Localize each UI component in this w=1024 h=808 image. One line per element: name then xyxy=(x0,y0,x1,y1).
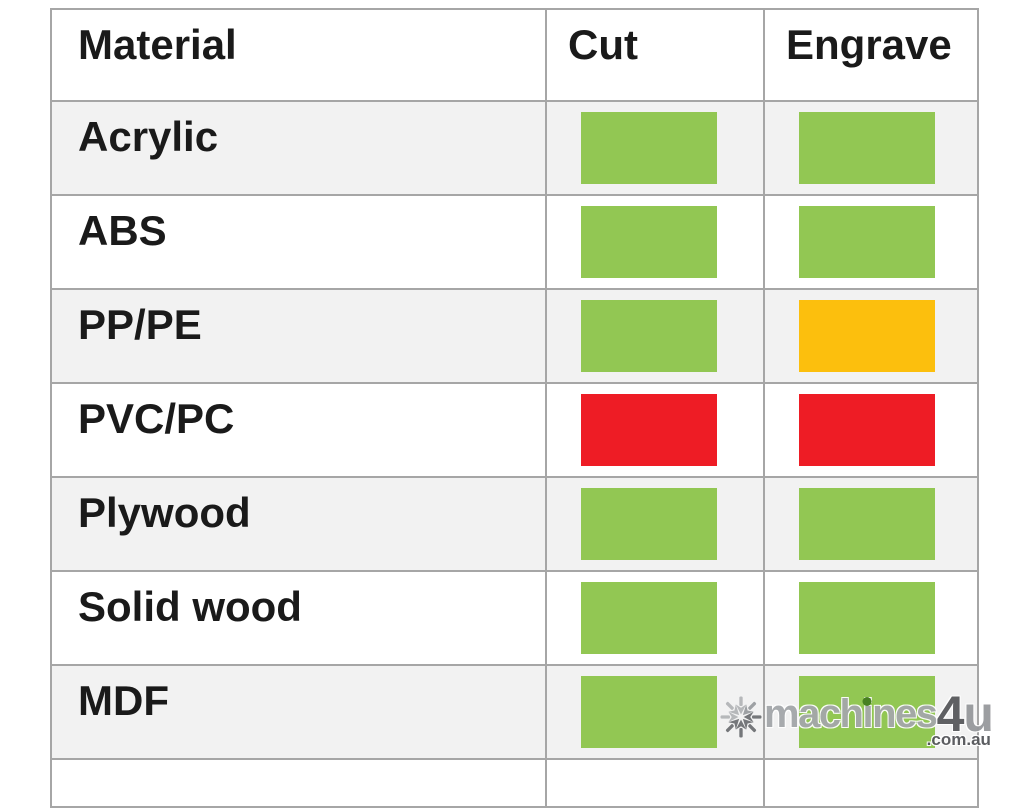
material-cell: Solid wood xyxy=(52,572,545,664)
engrave-status-box-green xyxy=(799,582,935,654)
brand-four: 4 xyxy=(936,686,965,742)
partial-row-material-cell xyxy=(52,760,545,806)
material-cell: PP/PE xyxy=(52,290,545,382)
header-cell-engrave: Engrave xyxy=(765,10,977,100)
material-cell: MDF xyxy=(52,666,545,758)
material-label: PVC/PC xyxy=(78,395,235,442)
cut-status-box-green xyxy=(581,582,717,654)
material-label: Solid wood xyxy=(78,583,302,630)
brand-i: i xyxy=(862,692,874,736)
cut-status-box-green xyxy=(581,300,717,372)
material-label: PP/PE xyxy=(78,301,202,348)
cut-cell xyxy=(547,478,763,570)
partial-row-engrave-cell xyxy=(765,760,977,806)
engrave-status-box-green xyxy=(799,112,935,184)
header-cell-cut: Cut xyxy=(547,10,763,100)
engrave-cell xyxy=(765,478,977,570)
material-compatibility-table: Material Cut Engrave Acrylic ABS PP/PE P… xyxy=(50,8,979,808)
partial-row-cut-cell xyxy=(547,760,763,806)
watermark-domain: .com.au xyxy=(926,730,991,749)
header-material-label: Material xyxy=(78,21,237,68)
brand-pre: mach xyxy=(764,692,864,736)
machines4u-star-icon xyxy=(720,696,762,738)
material-label: Acrylic xyxy=(78,113,219,160)
material-cell: ABS xyxy=(52,196,545,288)
cut-cell xyxy=(547,102,763,194)
material-cell: Acrylic xyxy=(52,102,545,194)
header-cut-label: Cut xyxy=(568,21,638,68)
engrave-status-box-yellow xyxy=(799,300,935,372)
material-cell: Plywood xyxy=(52,478,545,570)
engrave-cell xyxy=(765,384,977,476)
cut-cell xyxy=(547,666,763,758)
engrave-status-box-green xyxy=(799,206,935,278)
material-label: ABS xyxy=(78,207,167,254)
cut-cell xyxy=(547,384,763,476)
cut-status-box-red xyxy=(581,394,717,466)
brand-u: u xyxy=(963,686,994,742)
engrave-cell xyxy=(765,290,977,382)
cut-cell xyxy=(547,196,763,288)
material-cell: PVC/PC xyxy=(52,384,545,476)
header-cell-material: Material xyxy=(52,10,545,100)
watermark-brand: machines4u xyxy=(764,689,994,739)
brand-post: nes xyxy=(872,692,938,736)
engrave-cell xyxy=(765,102,977,194)
material-label: MDF xyxy=(78,677,169,724)
header-engrave-label: Engrave xyxy=(786,21,952,68)
engrave-status-box-red xyxy=(799,394,935,466)
machines4u-watermark: machines4u .com.au xyxy=(720,689,994,749)
cut-cell xyxy=(547,290,763,382)
cut-status-box-green xyxy=(581,206,717,278)
cut-status-box-green xyxy=(581,488,717,560)
engrave-status-box-green xyxy=(799,488,935,560)
cut-cell xyxy=(547,572,763,664)
engrave-cell xyxy=(765,572,977,664)
material-label: Plywood xyxy=(78,489,251,536)
watermark-text: machines4u .com.au xyxy=(764,689,994,749)
cut-status-box-green xyxy=(581,112,717,184)
engrave-cell xyxy=(765,666,977,758)
engrave-cell xyxy=(765,196,977,288)
cut-status-box-green xyxy=(581,676,717,748)
